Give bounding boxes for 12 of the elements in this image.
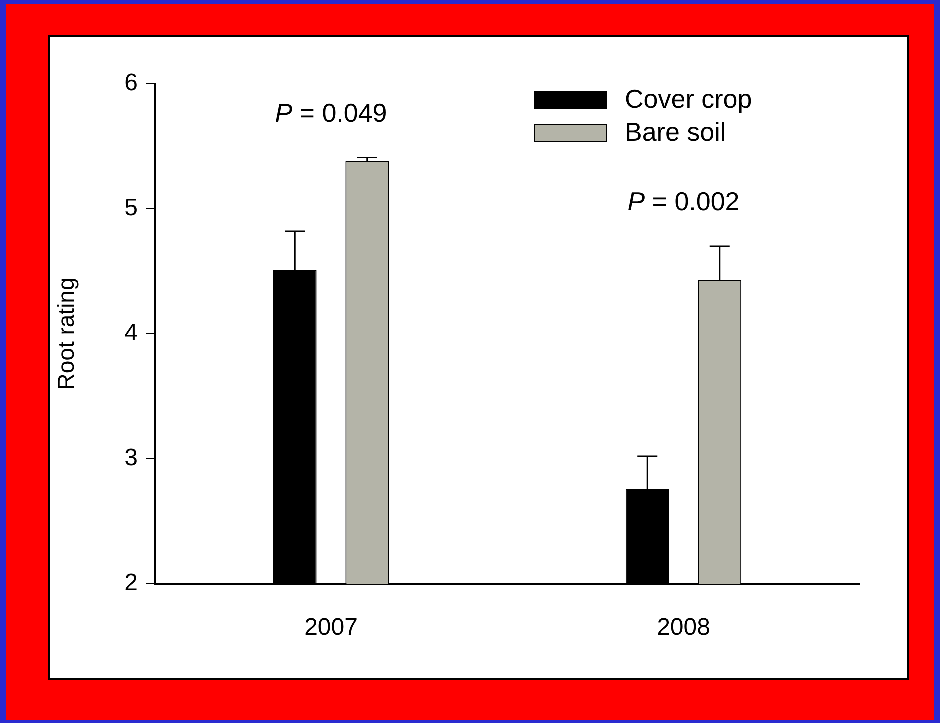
annotation: P = 0.049 xyxy=(275,98,388,128)
annotation: P = 0.002 xyxy=(628,186,740,217)
legend-label: Bare soil xyxy=(625,117,726,148)
y-tick-label: 2 xyxy=(124,570,138,597)
y-tick-label: 4 xyxy=(124,320,138,347)
x-tick-label: 2007 xyxy=(304,614,358,642)
y-tick-label: 6 xyxy=(124,70,138,97)
y-tick-label: 3 xyxy=(124,444,138,472)
legend-label: Cover crop xyxy=(625,84,752,114)
y-tick-label: 5 xyxy=(124,194,138,222)
x-tick-label: 2008 xyxy=(657,614,710,642)
y-axis-title: Root rating xyxy=(53,278,80,390)
